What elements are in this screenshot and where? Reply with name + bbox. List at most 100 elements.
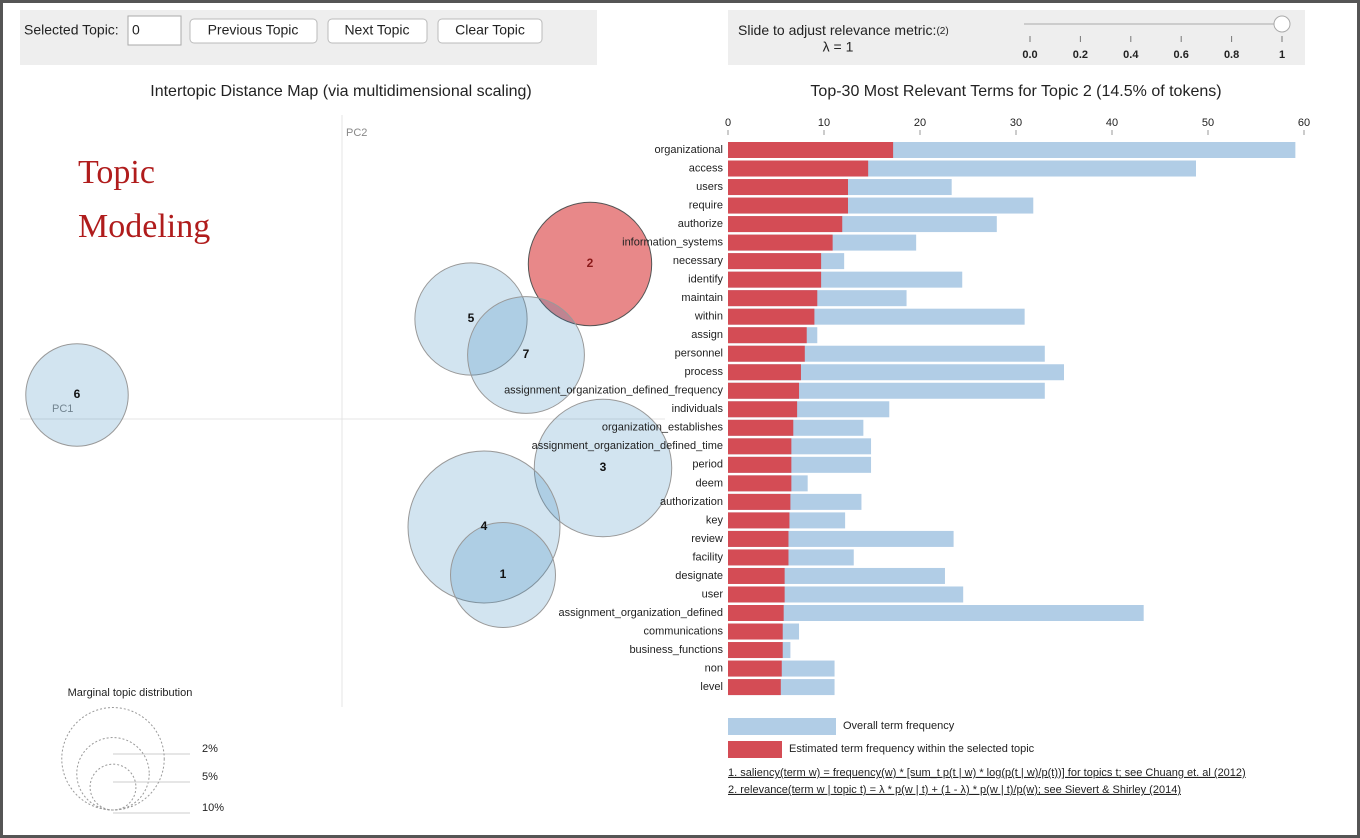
x-tick-label: 50 [1202, 117, 1214, 129]
term-label: require [689, 199, 723, 211]
next-button[interactable] [327, 18, 428, 44]
term-bar [728, 586, 964, 603]
slider-tick-label: 0.6 [1174, 49, 1189, 61]
topic-bubble [467, 296, 585, 414]
term-label: necessary [673, 255, 724, 267]
prev-button[interactable] [189, 18, 318, 44]
lambda-value: λ = 1 [823, 39, 854, 55]
term-label: communications [644, 625, 724, 637]
topic-input[interactable] [127, 15, 182, 46]
topic-label: 5 [468, 311, 475, 325]
term-label: user [702, 588, 724, 600]
x-tick-label: 10 [818, 117, 830, 129]
term-label: designate [675, 570, 723, 582]
term-bar [728, 197, 848, 214]
term-bar [728, 438, 792, 455]
term-label: individuals [672, 403, 724, 415]
term-label: organization_establishes [602, 422, 724, 434]
term-bar [728, 160, 869, 177]
term-bar [728, 660, 782, 677]
topic-label: 1 [500, 567, 507, 581]
term-label: assignment_organization_defined_time [532, 440, 723, 452]
term-bar [728, 382, 800, 399]
slider-knob [1273, 15, 1291, 33]
term-label: within [694, 311, 723, 323]
term-label: deem [695, 477, 723, 489]
term-label: business_functions [629, 644, 723, 656]
legend-swatch [728, 718, 836, 735]
term-bar [728, 605, 784, 621]
term-label: personnel [675, 348, 723, 360]
term-bar [728, 234, 833, 251]
map-title: Intertopic Distance Map (via multidimens… [150, 83, 532, 100]
bar-title: Top-30 Most Relevant Terms for Topic 2 (… [810, 83, 1221, 100]
term-label: assign [691, 329, 723, 341]
term-bar [728, 456, 792, 473]
selected-topic-label: Selected Topic: [24, 22, 119, 38]
term-label: process [684, 366, 723, 378]
term-bar [728, 549, 789, 566]
slider-tick-label: 0.8 [1224, 49, 1239, 61]
term-bar [728, 271, 822, 288]
y-axis-label: PC2 [346, 127, 367, 139]
legend-label: Overall term frequency [843, 720, 955, 732]
next-button-label[interactable]: Next Topic [344, 22, 409, 38]
term-label: period [692, 459, 723, 471]
term-bar [728, 401, 798, 418]
term-bar [728, 364, 1064, 381]
term-bar [728, 179, 848, 196]
term-bar [728, 679, 781, 696]
term-bar [728, 586, 785, 603]
x-axis-label: PC1 [52, 403, 73, 415]
topic-bubble [527, 201, 653, 327]
clear-button-label[interactable]: Clear Topic [455, 22, 525, 38]
term-bar [728, 216, 843, 233]
topic-label: 4 [481, 519, 488, 533]
slider-tick-label: 0.4 [1123, 49, 1139, 61]
topic-label: 3 [600, 460, 607, 474]
term-label: assignment_organization_defined_frequenc… [504, 385, 723, 397]
term-bar [728, 605, 1144, 621]
x-tick-label: 0 [725, 117, 731, 129]
size-legend-label: 10% [202, 802, 224, 814]
overlay-title: Topic [78, 154, 155, 191]
term-label: key [706, 514, 724, 526]
size-legend-label: 2% [202, 743, 218, 755]
term-label: authorize [678, 218, 723, 230]
term-bar [728, 345, 805, 362]
term-bar [728, 142, 894, 158]
term-bar [728, 345, 1045, 362]
slider-label: Slide to adjust relevance metric:(2) [738, 22, 949, 38]
topic-bubble [25, 343, 129, 447]
topic-label: 7 [523, 347, 530, 361]
term-bar [728, 493, 791, 510]
term-bar [728, 327, 807, 344]
term-label: information_systems [622, 237, 723, 249]
term-label: organizational [655, 144, 724, 156]
prev-button-label[interactable]: Previous Topic [208, 22, 299, 38]
size-legend-circle [89, 763, 137, 811]
term-bar [728, 364, 801, 381]
slider-note: (2) [936, 26, 948, 37]
term-label: authorization [660, 496, 723, 508]
term-bar [728, 308, 815, 325]
term-bar [728, 530, 789, 547]
clear-button[interactable] [437, 18, 543, 44]
topic-label: 2 [587, 256, 594, 270]
size-legend-circle [61, 707, 165, 811]
term-label: identify [688, 274, 723, 286]
x-tick-label: 60 [1298, 117, 1310, 129]
overlay-title: Modeling [78, 208, 210, 245]
slider-label-text: Slide to adjust relevance metric: [738, 22, 936, 38]
term-label: non [705, 662, 723, 674]
term-bar [728, 419, 794, 436]
x-tick-label: 30 [1010, 117, 1022, 129]
slider-tick-label: 1 [1279, 49, 1285, 61]
term-bar [728, 642, 783, 659]
topic-bubble [407, 450, 561, 604]
term-label: level [700, 681, 723, 693]
term-bar [728, 253, 822, 270]
term-bar [728, 382, 1045, 399]
term-bar [728, 512, 790, 529]
topic-input-value[interactable]: 0 [132, 22, 140, 38]
